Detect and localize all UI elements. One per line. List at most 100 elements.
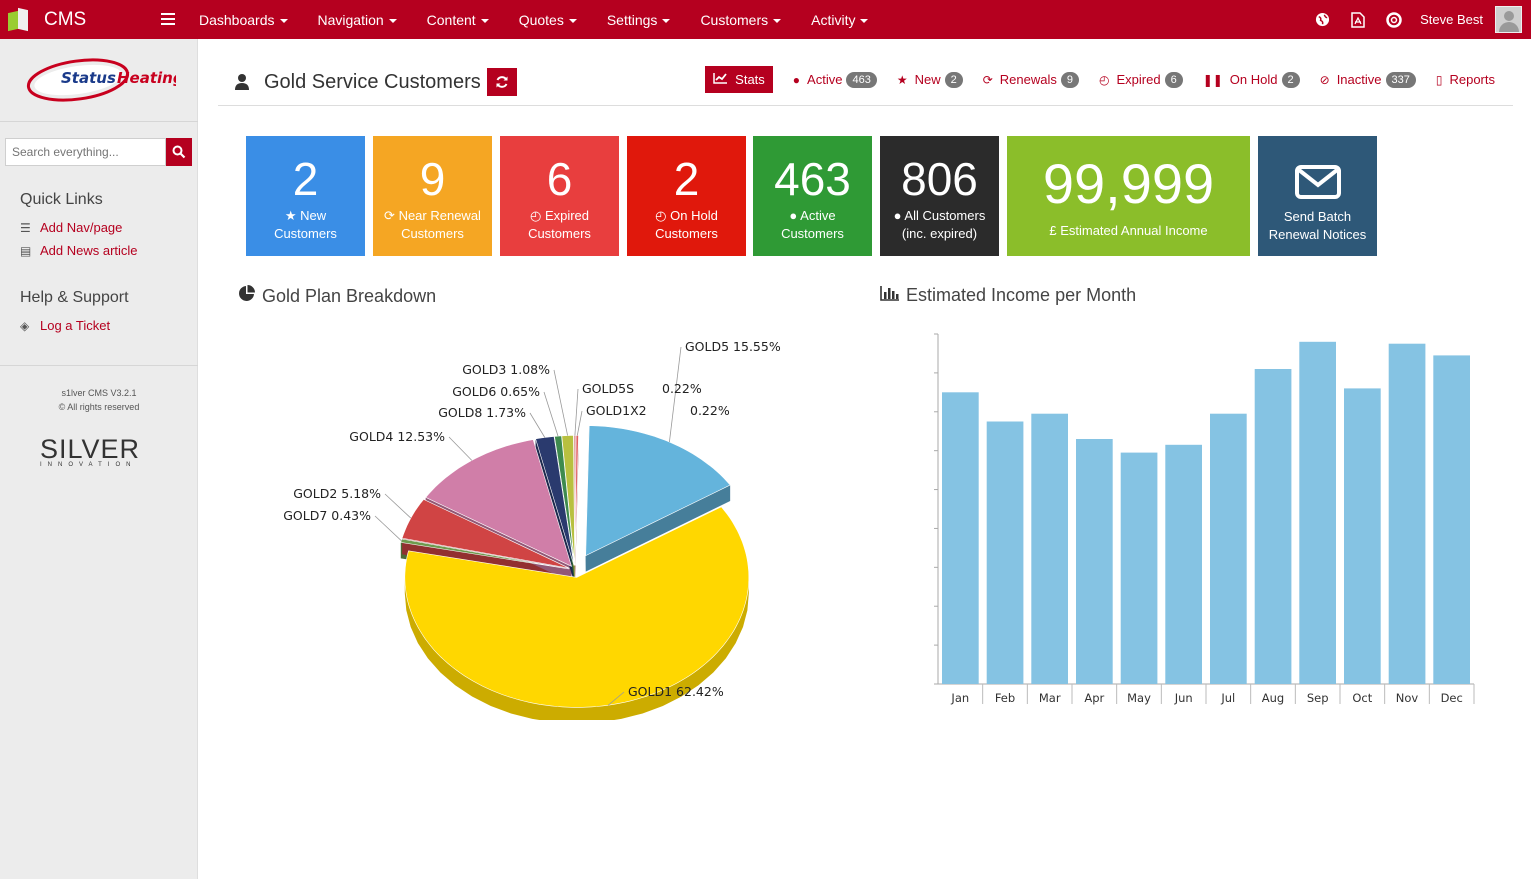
menu-label: Content <box>426 11 476 28</box>
page-title-text: Gold Service Customers <box>264 70 481 93</box>
tile-new-customers[interactable]: 2 ★ New Customers <box>246 136 365 256</box>
tile-label: ★ New Customers <box>246 207 365 243</box>
pie-label-pct: 0.22% <box>690 403 730 418</box>
bar-apr[interactable] <box>1076 439 1113 684</box>
refresh-icon <box>496 76 508 88</box>
star-icon: ★ <box>896 72 908 87</box>
tile-label: ◴ On Hold Customers <box>627 207 746 243</box>
quick-links-title: Quick Links <box>20 191 103 208</box>
globe-icon[interactable] <box>1314 12 1330 28</box>
pie-section-title: Gold Plan Breakdown <box>238 285 436 307</box>
menu-toggle-icon[interactable] <box>161 13 175 25</box>
tile-on-hold[interactable]: 2 ◴ On Hold Customers <box>627 136 746 256</box>
user-area: Steve Best <box>1294 0 1522 39</box>
menu-settings[interactable]: Settings <box>607 12 671 28</box>
avatar[interactable] <box>1495 6 1522 33</box>
brand[interactable]: CMS <box>8 7 86 32</box>
pie-label-gold4: GOLD4 12.53% <box>349 429 445 444</box>
tab-label: Expired <box>1116 72 1161 87</box>
search-input[interactable] <box>5 138 166 166</box>
menu-dashboards[interactable]: Dashboards <box>199 12 288 28</box>
bar-chart-svg: Jan Feb Mar Apr May Jun Jul Aug Sep Oct Nov Dec <box>934 333 1475 705</box>
pdf-file-icon[interactable] <box>1350 11 1366 28</box>
menu-label: Dashboards <box>199 11 275 28</box>
pie-label-leader <box>529 412 546 438</box>
search-button[interactable] <box>166 138 192 166</box>
tab-renewals[interactable]: ⟳ Renewals 9 <box>983 71 1079 88</box>
logo-text-heating: Heating <box>117 69 176 87</box>
menu-label: Quotes <box>518 11 564 28</box>
tab-reports[interactable]: ▯ Reports <box>1436 72 1495 87</box>
count-badge: 337 <box>1385 71 1416 88</box>
quick-link-add-news-article[interactable]: ▤ Add News article <box>20 243 138 258</box>
tile-estimated-income[interactable]: 99,999 £ Estimated Annual Income <box>1007 136 1250 256</box>
menu-customers[interactable]: Customers <box>700 11 782 28</box>
logo-text-status: Status <box>61 69 116 87</box>
pie-chart-svg: GOLD5 15.55% GOLD1 62.42% GOLD7 0.43% GOLD2… <box>283 339 781 724</box>
pie-label-gold5s: GOLD5S <box>582 381 634 396</box>
menu-navigation[interactable]: Navigation <box>318 12 397 28</box>
page-header: Gold Service Customers Stats ● Active 463 … <box>218 56 1513 106</box>
sidebar-search <box>5 138 192 166</box>
send-batch-renewal-button[interactable]: Send Batch Renewal Notices <box>1258 136 1377 256</box>
lifebuoy-icon[interactable] <box>1386 11 1402 28</box>
bar-jan[interactable] <box>942 392 979 684</box>
x-tick-label: Jun <box>1174 691 1193 705</box>
quick-link-add-nav-page[interactable]: ☰ Add Nav/page <box>20 220 122 235</box>
tile-active[interactable]: 463 ● Active Customers <box>753 136 872 256</box>
pie-label-leader <box>553 369 568 436</box>
tile-label-line2: Customers <box>274 226 337 241</box>
refresh-button[interactable] <box>486 68 517 96</box>
divider <box>0 365 198 366</box>
pie-slice-cut <box>585 485 731 572</box>
caret-down-icon <box>860 18 869 23</box>
bar-oct[interactable] <box>1344 388 1381 684</box>
tab-inactive[interactable]: ⊘ Inactive 337 <box>1320 71 1416 88</box>
tab-active[interactable]: ● Active 463 <box>793 71 877 88</box>
tile-expired[interactable]: 6 ◴ Expired Customers <box>500 136 619 256</box>
bar-feb[interactable] <box>986 421 1024 685</box>
top-navbar: CMS Dashboards Navigation Content Quotes… <box>0 0 1531 39</box>
pie-label-leader <box>576 410 583 436</box>
menu-activity[interactable]: Activity <box>811 12 869 28</box>
caret-down-icon <box>662 18 671 23</box>
bar-sep[interactable] <box>1299 341 1336 684</box>
x-tick-label: Jan <box>950 691 969 705</box>
bar-nov[interactable] <box>1388 343 1426 684</box>
help-link-log-ticket[interactable]: ◈ Log a Ticket <box>20 318 110 333</box>
pie-label-gold1: GOLD1 62.42% <box>628 684 724 699</box>
menu-label: Customers <box>700 11 769 28</box>
count-badge: 463 <box>846 71 877 88</box>
tile-near-renewal[interactable]: 9 ⟳ Near Renewal Customers <box>373 136 492 256</box>
tab-on-hold[interactable]: ❚❚ On Hold 2 <box>1203 71 1300 88</box>
pie-label-leader <box>574 388 579 436</box>
x-tick-label: Feb <box>995 691 1015 705</box>
tab-stats[interactable]: Stats <box>705 66 773 93</box>
bar-chart-icon <box>880 285 899 306</box>
x-tick-label: Apr <box>1084 691 1104 705</box>
refresh-icon: ⟳ <box>384 208 399 223</box>
tile-label-line1: Active <box>800 208 836 223</box>
pie-slice-gold3[interactable] <box>561 435 576 566</box>
tile-all-customers[interactable]: 806 ● All Customers (inc. expired) <box>880 136 999 256</box>
bar-aug[interactable] <box>1254 369 1292 684</box>
company-logo[interactable]: Status Heating <box>26 57 184 103</box>
tab-expired[interactable]: ◴ Expired 6 <box>1099 71 1183 88</box>
bar-may[interactable] <box>1120 452 1158 684</box>
bar-jul[interactable] <box>1210 413 1247 684</box>
pie-label-gold3: GOLD3 1.08% <box>462 362 550 377</box>
tile-value: 2 <box>292 153 319 205</box>
bar-chart: Jan Feb Mar Apr May Jun Jul Aug Sep Oct Nov Dec <box>880 320 1500 720</box>
link-label: Add Nav/page <box>40 220 123 235</box>
vendor-logo[interactable]: SILVER INNOVATION <box>40 434 160 468</box>
user-icon <box>235 74 249 90</box>
tab-new[interactable]: ★ New 2 <box>896 71 963 88</box>
menu-quotes[interactable]: Quotes <box>519 12 577 28</box>
menu-content[interactable]: Content <box>427 12 489 28</box>
bar-dec[interactable] <box>1433 355 1470 684</box>
tile-label: Send Batch Renewal Notices <box>1258 208 1377 244</box>
file-icon: ▯ <box>1435 72 1443 87</box>
bar-jun[interactable] <box>1165 444 1202 684</box>
user-name[interactable]: Steve Best <box>1420 12 1483 27</box>
bar-mar[interactable] <box>1031 413 1068 684</box>
